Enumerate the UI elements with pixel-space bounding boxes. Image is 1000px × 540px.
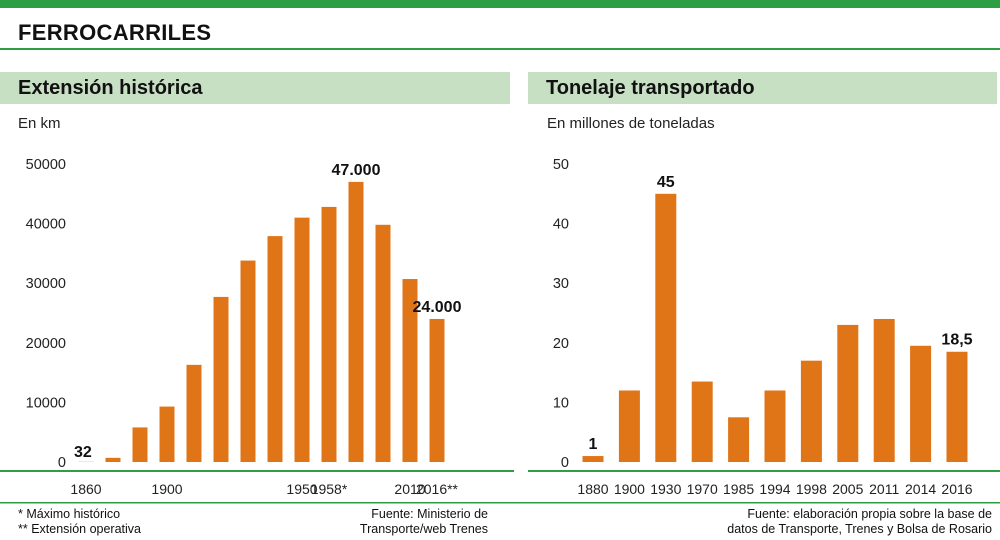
right-bar: [691, 381, 713, 462]
right-xtick-label: 1985: [723, 481, 754, 497]
right-bar: [800, 360, 822, 462]
right-ytick-label: 0: [561, 455, 569, 471]
left-ytick-label: 10000: [26, 395, 66, 411]
right-xtick-label: 2011: [869, 481, 899, 497]
right-ytick-label: 50: [553, 157, 569, 173]
footnote-max: * Máximo histórico: [18, 507, 121, 521]
left-xtick-label: 1860: [70, 481, 101, 497]
right-unit-label: En millones de toneladas: [547, 115, 715, 132]
right-data-label: 45: [657, 174, 675, 191]
left-bar: [267, 236, 283, 462]
right-bar: [618, 390, 640, 462]
right-data-label: 18,5: [941, 332, 972, 349]
right-xtick-label: 2014: [905, 481, 936, 497]
right-bar: [873, 318, 895, 462]
right-xtick-label: 1900: [614, 481, 645, 497]
left-source-line-2: Transporte/web Trenes: [359, 522, 488, 536]
left-xtick-label: 1950: [286, 481, 317, 497]
right-ytick-label: 30: [553, 276, 569, 292]
right-source-line-2: datos de Transporte, Trenes y Bolsa de R…: [727, 522, 992, 536]
right-ytick-label: 10: [553, 395, 569, 411]
left-bar: [429, 318, 445, 462]
left-bar: [321, 206, 337, 462]
left-data-label: 24.000: [413, 299, 462, 316]
left-xtick-label: 2016**: [416, 481, 459, 497]
top-accent-bar: [0, 0, 1000, 8]
right-bar: [728, 417, 750, 462]
left-bar: [132, 427, 148, 462]
left-xtick-label: 1958*: [311, 481, 348, 497]
left-source-line-1: Fuente: Ministerio de: [371, 507, 488, 521]
right-bar: [946, 351, 968, 462]
left-bar: [240, 260, 256, 462]
left-xtick-label: 1900: [151, 481, 182, 497]
left-bar: [375, 224, 391, 462]
right-xtick-label: 2016: [941, 481, 972, 497]
left-ytick-label: 40000: [26, 217, 66, 233]
left-axis-baseline: [0, 470, 514, 472]
page-title: FERROCARRILES: [18, 20, 212, 45]
left-ytick-label: 50000: [26, 157, 66, 173]
right-xtick-label: 1880: [577, 481, 608, 497]
right-xtick-label: 1994: [759, 481, 790, 497]
right-xtick-label: 1970: [687, 481, 718, 497]
right-ytick-label: 20: [553, 336, 569, 352]
right-xtick-label: 2005: [832, 481, 863, 497]
left-ytick-label: 30000: [26, 276, 66, 292]
left-unit-label: En km: [18, 115, 61, 132]
right-bar: [655, 193, 677, 463]
right-data-label: 1: [589, 436, 598, 453]
left-bar: [159, 406, 175, 462]
right-source-line-1: Fuente: elaboración propia sobre la base…: [747, 507, 992, 521]
right-ytick-label: 40: [553, 217, 569, 233]
left-bar: [348, 181, 364, 462]
title-divider: [0, 48, 1000, 50]
right-panel-header: Tonelaje transportado: [528, 72, 997, 104]
right-bar: [582, 456, 604, 462]
left-source: Fuente: Ministerio de Transporte/web Tre…: [360, 507, 488, 537]
left-bar: [294, 217, 310, 462]
left-ytick-label: 20000: [26, 336, 66, 352]
left-data-label: 32: [74, 444, 92, 461]
right-xtick-label: 1930: [650, 481, 681, 497]
bottom-divider: [0, 502, 1000, 504]
left-xtick-label: 2010: [394, 481, 425, 497]
left-bar: [213, 296, 229, 462]
left-bar: [105, 457, 121, 462]
left-bar: [186, 364, 202, 462]
left-data-label: 47.000: [332, 162, 381, 179]
left-bar: [402, 279, 418, 462]
footnote-operative: ** Extensión operativa: [18, 522, 141, 536]
right-xtick-label: 1998: [796, 481, 827, 497]
right-source: Fuente: elaboración propia sobre la base…: [727, 507, 992, 537]
right-bar: [910, 345, 932, 462]
right-axis-baseline: [528, 470, 1000, 472]
right-bar: [764, 390, 786, 462]
right-bar: [837, 324, 859, 462]
left-panel-header: Extensión histórica: [0, 72, 510, 104]
left-ytick-label: 0: [58, 455, 66, 471]
left-footnotes: * Máximo histórico ** Extensión operativ…: [18, 507, 141, 537]
